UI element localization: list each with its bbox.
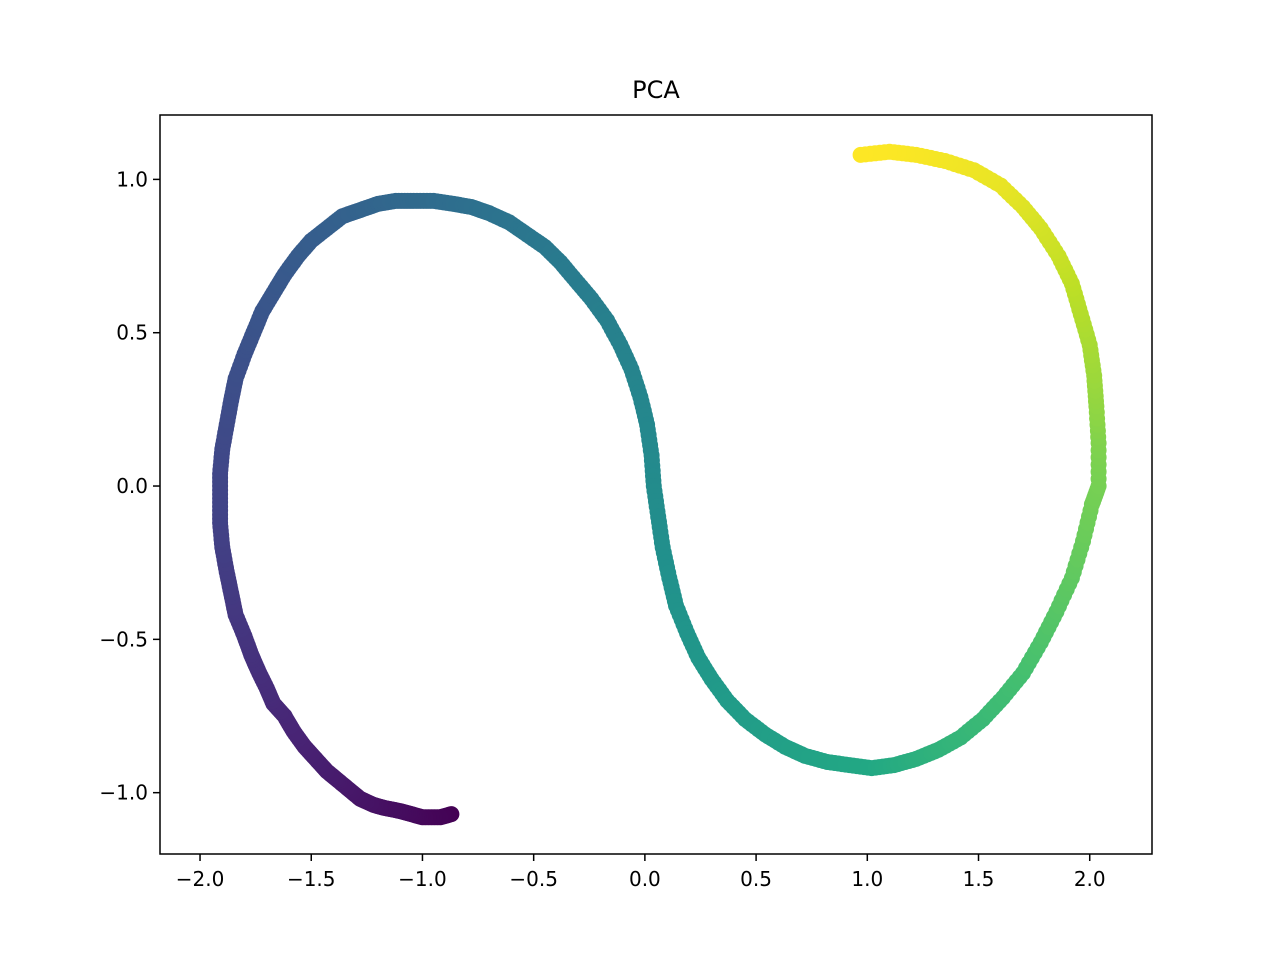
y-tick-label: −0.5 xyxy=(99,627,148,651)
x-tick-label: −1.0 xyxy=(398,867,447,891)
x-tick-label: 0.0 xyxy=(629,867,661,891)
y-tick-label: 0.5 xyxy=(116,321,148,345)
plot-frame xyxy=(159,114,1153,855)
x-tick-label: 0.5 xyxy=(740,867,772,891)
scatter-points xyxy=(212,143,1107,826)
x-tick-label: 2.0 xyxy=(1074,867,1106,891)
y-tick-label: −1.0 xyxy=(99,781,148,805)
x-tick-label: 1.0 xyxy=(851,867,883,891)
y-tick-label: 1.0 xyxy=(116,167,148,191)
x-tick-label: 1.5 xyxy=(963,867,995,891)
y-axis: −1.0 −0.5 0.0 0.5 1.0 xyxy=(99,167,160,805)
chart-title: PCA xyxy=(632,76,680,104)
x-axis: −2.0 −1.5 −1.0 −0.5 0.0 0.5 1.0 1.5 2.0 xyxy=(176,854,1106,891)
x-tick-label: −2.0 xyxy=(176,867,225,891)
y-tick-label: 0.0 xyxy=(116,474,148,498)
x-tick-label: −0.5 xyxy=(509,867,558,891)
x-tick-label: −1.5 xyxy=(287,867,336,891)
scatter-point xyxy=(852,146,869,163)
